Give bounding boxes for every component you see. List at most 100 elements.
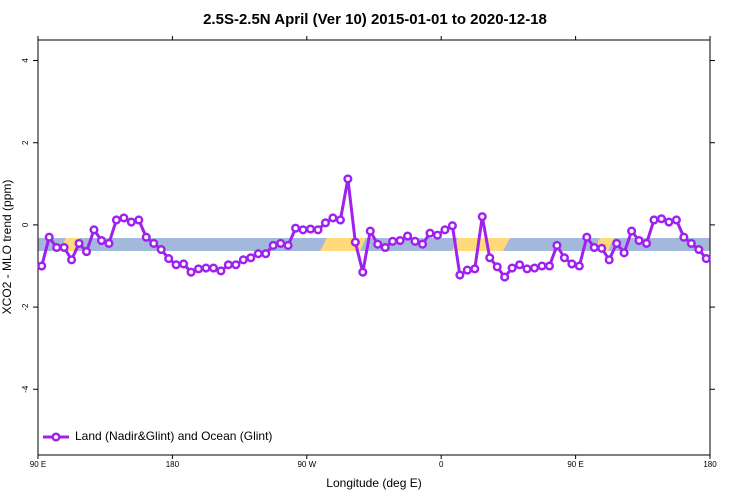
data-point (373, 239, 383, 249)
data-point (417, 239, 428, 249)
x-tick-label: 90 E (567, 460, 583, 469)
data-point (231, 260, 241, 270)
data-point (701, 254, 711, 264)
data-point (656, 214, 667, 224)
land-band (452, 238, 510, 251)
data-point (694, 245, 704, 255)
y-tick-label: 4 (21, 58, 30, 63)
data-point (679, 232, 689, 242)
data-point (193, 264, 204, 274)
data-point (67, 255, 77, 265)
x-tick-label: 180 (703, 460, 717, 469)
data-point (208, 263, 219, 273)
data-point (141, 232, 151, 242)
data-point (485, 253, 495, 263)
data-point (328, 213, 338, 223)
data-point (574, 261, 584, 271)
chart-title: 2.5S-2.5N April (Ver 10) 2015-01-01 to 2… (203, 11, 547, 28)
data-point (529, 263, 540, 273)
data-point (216, 266, 226, 276)
data-point (597, 243, 607, 253)
data-point (604, 255, 614, 265)
data-point (612, 238, 622, 248)
data-point (544, 261, 555, 271)
data-point (179, 259, 189, 269)
data-point (358, 267, 368, 277)
legend-marker (51, 432, 61, 442)
data-point (81, 247, 92, 257)
data-point (111, 215, 121, 225)
data-point (552, 240, 562, 250)
data-point (432, 230, 443, 240)
data-point (425, 228, 435, 238)
data-point (171, 260, 181, 270)
data-point (201, 263, 211, 273)
data-point (343, 174, 353, 184)
data-point (104, 238, 114, 248)
data-point (261, 249, 271, 259)
data-point (627, 226, 637, 236)
data-point (149, 238, 159, 248)
data-point (671, 215, 681, 225)
data-point (96, 235, 107, 246)
data-point (649, 215, 659, 225)
data-point (515, 260, 525, 270)
data-point (522, 264, 532, 274)
data-point (462, 265, 472, 275)
data-point (395, 235, 405, 246)
data-point (492, 262, 502, 272)
data-point (500, 272, 510, 282)
data-point (37, 261, 47, 271)
data-point (664, 217, 674, 227)
data-point (589, 242, 599, 253)
data-point (537, 261, 547, 271)
data-point (134, 215, 144, 225)
data-point (305, 224, 316, 234)
data-point (641, 238, 652, 248)
data-point (276, 238, 286, 248)
y-tick-label: 0 (21, 222, 30, 227)
data-point (455, 270, 465, 280)
data-point (403, 231, 413, 241)
y-tick-label: -2 (21, 303, 30, 311)
data-point (253, 249, 263, 259)
data-point (619, 248, 629, 258)
data-point (291, 223, 301, 233)
data-point (268, 240, 278, 250)
data-point (350, 237, 360, 247)
x-tick-label: 90 W (297, 460, 316, 469)
data-point (223, 260, 233, 270)
y-tick-label: 2 (21, 140, 30, 145)
data-point (388, 236, 398, 246)
data-point (238, 255, 248, 265)
plot-frame (37, 39, 711, 456)
data-point (447, 221, 457, 231)
x-tick-label: 180 (166, 460, 180, 469)
data-point (298, 225, 308, 235)
data-point (89, 225, 99, 235)
data-point (44, 232, 54, 242)
data-point (686, 238, 696, 248)
x-tick-label: 90 E (30, 460, 46, 469)
data-point (246, 253, 256, 263)
y-axis-label: XCO2 - MLO trend (ppm) (0, 180, 14, 315)
data-point (380, 242, 390, 253)
data-point (320, 218, 331, 228)
data-point (365, 226, 375, 236)
data-point (567, 259, 577, 269)
data-point (470, 264, 480, 274)
x-tick-label: 0 (439, 460, 444, 469)
data-point (52, 242, 62, 253)
y-tick-label: -4 (21, 385, 30, 393)
data-point (335, 215, 345, 225)
data-point (634, 235, 644, 246)
data-point (119, 213, 129, 223)
data-point (507, 263, 517, 273)
data-point (74, 238, 84, 248)
legend-label: Land (Nadir&Glint) and Ocean (Glint) (75, 429, 272, 443)
data-point (559, 253, 569, 263)
data-point (283, 240, 293, 250)
data-point (477, 212, 487, 222)
data-point (410, 236, 420, 246)
